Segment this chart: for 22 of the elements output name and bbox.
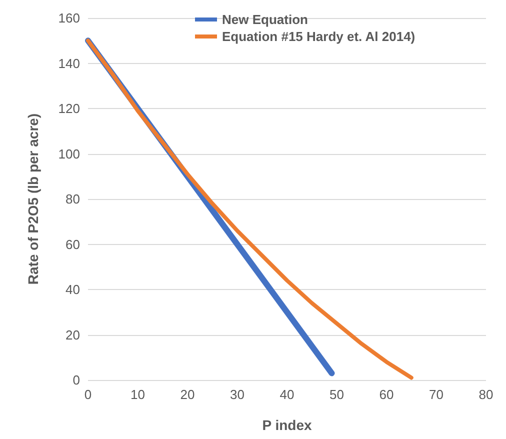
y-tick-label: 120	[58, 101, 80, 116]
y-tick-label: 40	[66, 282, 80, 297]
legend-label: Equation #15 Hardy et. Al 2014)	[222, 29, 416, 44]
legend-label: New Equation	[222, 12, 308, 27]
x-tick-label: 70	[429, 387, 444, 402]
x-tick-label: 60	[379, 387, 394, 402]
y-axis-title: Rate of P2O5 (lb per acre)	[25, 113, 41, 285]
y-tick-label: 140	[58, 56, 80, 71]
y-tick-label: 20	[66, 327, 80, 342]
x-tick-label: 10	[130, 387, 145, 402]
y-tick-label: 160	[58, 10, 80, 26]
x-tick-label: 50	[330, 387, 344, 402]
x-axis-title: P index	[262, 417, 312, 433]
x-tick-label: 40	[280, 387, 294, 402]
y-tick-label: 80	[66, 192, 80, 206]
y-tick-label: 100	[58, 146, 80, 162]
x-tick-label: 80	[478, 387, 494, 402]
y-tick-label: 60	[66, 236, 80, 252]
x-tick-label: 30	[230, 387, 244, 402]
y-tick-label: 0	[72, 372, 80, 388]
x-tick-label: 0	[84, 387, 92, 402]
x-tick-label: 20	[180, 387, 195, 402]
